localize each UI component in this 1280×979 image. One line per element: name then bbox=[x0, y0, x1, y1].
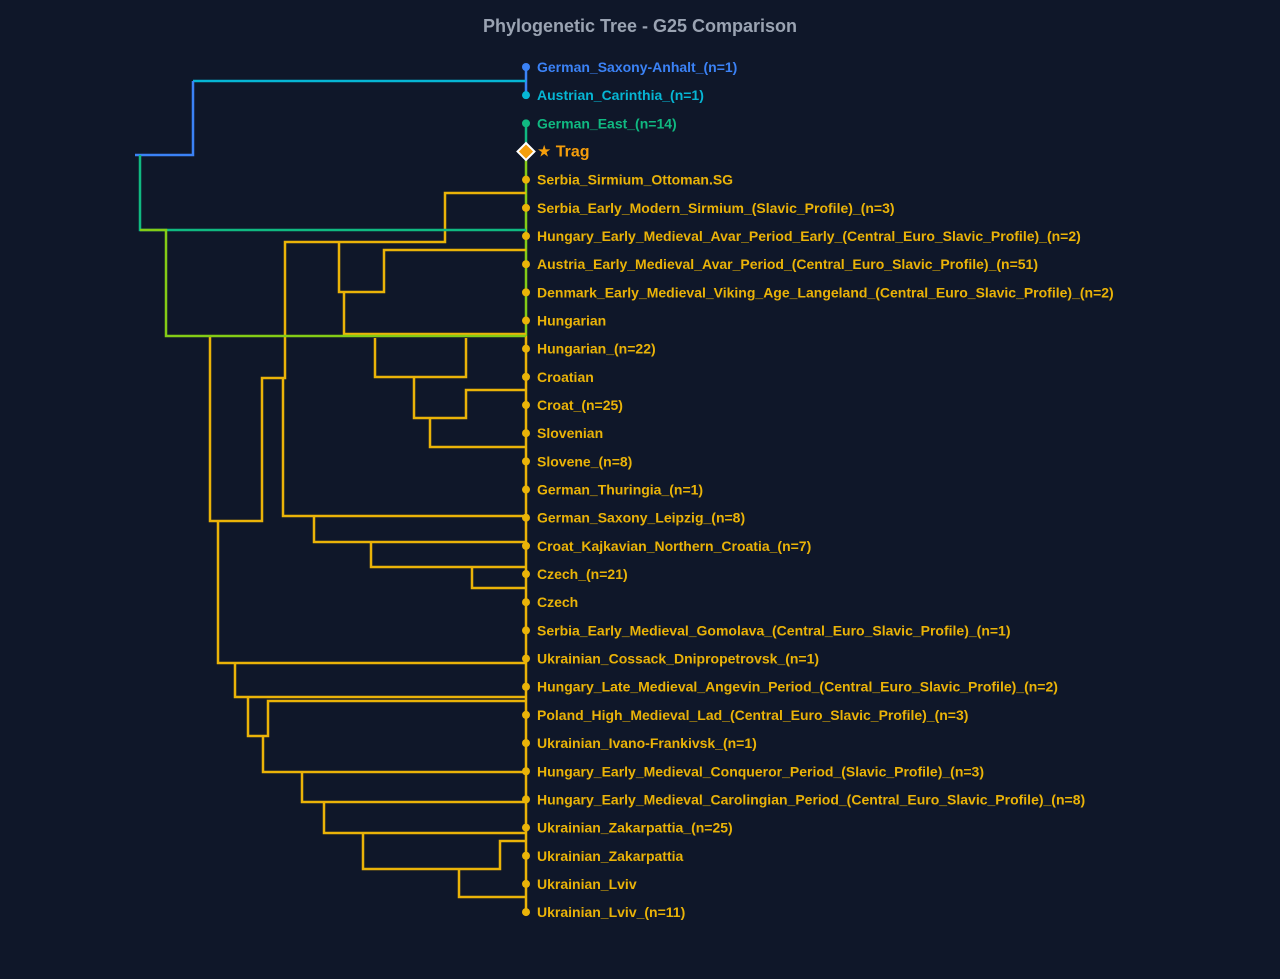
branch bbox=[428, 418, 526, 449]
leaf-label: Serbia_Sirmium_Ottoman.SG bbox=[537, 172, 733, 188]
leaf-marker bbox=[522, 767, 530, 776]
leaf-marker bbox=[522, 710, 530, 719]
leaf-label: Ukrainian_Ivano-Frankivsk_(n=1) bbox=[537, 735, 757, 751]
leaf-label: Hungarian_(n=22) bbox=[537, 341, 656, 357]
leaf-label: Hungarian bbox=[537, 313, 606, 329]
leaf-label: German_Thuringia_(n=1) bbox=[537, 482, 703, 498]
leaf-marker bbox=[522, 598, 530, 607]
leaf-label: Austria_Early_Medieval_Avar_Period_(Cent… bbox=[537, 256, 1038, 272]
leaf-marker bbox=[522, 908, 530, 917]
leaf-label: Ukrainian_Zakarpattia bbox=[537, 848, 683, 864]
chart-title: Phylogenetic Tree - G25 Comparison bbox=[482, 16, 798, 36]
leaf-label: Serbia_Early_Modern_Sirmium_(Slavic_Prof… bbox=[537, 200, 895, 216]
branch bbox=[246, 697, 526, 738]
leaf-marker bbox=[522, 203, 530, 212]
leaf-label: Croat_(n=25) bbox=[537, 397, 623, 413]
leaf-label: German_East_(n=14) bbox=[537, 115, 677, 131]
leaf-label: Slovene_(n=8) bbox=[537, 453, 632, 469]
branch bbox=[135, 81, 195, 157]
leaf-marker bbox=[522, 175, 530, 184]
leaf-marker bbox=[522, 485, 530, 494]
leaf-marker bbox=[522, 654, 530, 663]
branch bbox=[457, 869, 526, 899]
leaf-marker bbox=[522, 119, 530, 128]
leaf-label: Ukrainian_Lviv bbox=[537, 876, 637, 892]
leaf-marker bbox=[522, 401, 530, 410]
leaf-marker bbox=[522, 344, 530, 353]
branch bbox=[140, 228, 526, 338]
highlighted-leaf-label: ★ Trag bbox=[537, 144, 590, 161]
leaf-marker bbox=[522, 823, 530, 832]
leaf-label: Hungary_Late_Medieval_Angevin_Period_(Ce… bbox=[537, 679, 1058, 695]
branch bbox=[337, 242, 526, 294]
leaf-marker bbox=[522, 795, 530, 804]
leaf-label: Czech bbox=[537, 594, 578, 610]
diamond-marker-icon bbox=[516, 141, 536, 162]
leaf-marker bbox=[522, 626, 530, 635]
leaf-marker bbox=[522, 457, 530, 466]
leaf-marker bbox=[522, 739, 530, 748]
leaf-label: Hungary_Early_Medieval_Carolingian_Perio… bbox=[537, 791, 1085, 807]
leaf-label: Serbia_Early_Medieval_Gomolava_(Central_… bbox=[537, 622, 1011, 638]
branch bbox=[208, 191, 526, 523]
branch bbox=[369, 542, 526, 569]
leaf-marker bbox=[522, 513, 530, 522]
leaf-marker bbox=[522, 372, 530, 381]
leaf-label: Hungary_Early_Medieval_Avar_Period_Early… bbox=[537, 228, 1081, 244]
leaf-label: Ukrainian_Cossack_Dnipropetrovsk_(n=1) bbox=[537, 651, 819, 667]
leaf-label: Denmark_Early_Medieval_Viking_Age_Langel… bbox=[537, 284, 1114, 300]
leaf-marker bbox=[522, 316, 530, 325]
leaf-label: Poland_High_Medieval_Lad_(Central_Euro_S… bbox=[537, 707, 968, 723]
leaf-marker bbox=[522, 232, 530, 241]
leaf-label: Croat_Kajkavian_Northern_Croatia_(n=7) bbox=[537, 538, 811, 554]
leaf-label: Hungary_Early_Medieval_Conqueror_Period_… bbox=[537, 763, 984, 779]
leaf-label: Croatian bbox=[537, 369, 594, 385]
branch bbox=[342, 292, 526, 336]
branch bbox=[373, 338, 468, 379]
leaf-label: Austrian_Carinthia_(n=1) bbox=[537, 87, 704, 103]
leaf-marker bbox=[522, 429, 530, 438]
leaf-label: German_Saxony-Anhalt_(n=1) bbox=[537, 59, 737, 75]
leaf-marker bbox=[522, 260, 530, 269]
branch bbox=[361, 833, 526, 871]
leaf-label: Czech_(n=21) bbox=[537, 566, 628, 582]
leaf-marker bbox=[522, 879, 530, 888]
leaf-marker bbox=[522, 91, 530, 100]
branch bbox=[281, 378, 526, 518]
leaf-label: Ukrainian_Lviv_(n=11) bbox=[537, 904, 685, 920]
branch bbox=[233, 663, 526, 699]
branch bbox=[412, 377, 526, 420]
leaf-label: Ukrainian_Zakarpattia_(n=25) bbox=[537, 820, 733, 836]
branch bbox=[261, 736, 526, 774]
leaf-label: German_Saxony_Leipzig_(n=8) bbox=[537, 510, 745, 526]
leaf-marker bbox=[522, 570, 530, 579]
leaf-marker bbox=[522, 851, 530, 860]
branch bbox=[322, 802, 526, 835]
leaf-marker bbox=[522, 63, 530, 71]
leaf-marker bbox=[522, 541, 530, 550]
branch bbox=[312, 516, 526, 544]
leaf-label: Slovenian bbox=[537, 425, 603, 441]
branch bbox=[216, 521, 526, 665]
branch bbox=[300, 772, 526, 804]
leaf-marker bbox=[522, 682, 530, 691]
leaf-marker bbox=[522, 288, 530, 297]
branch bbox=[470, 567, 526, 590]
